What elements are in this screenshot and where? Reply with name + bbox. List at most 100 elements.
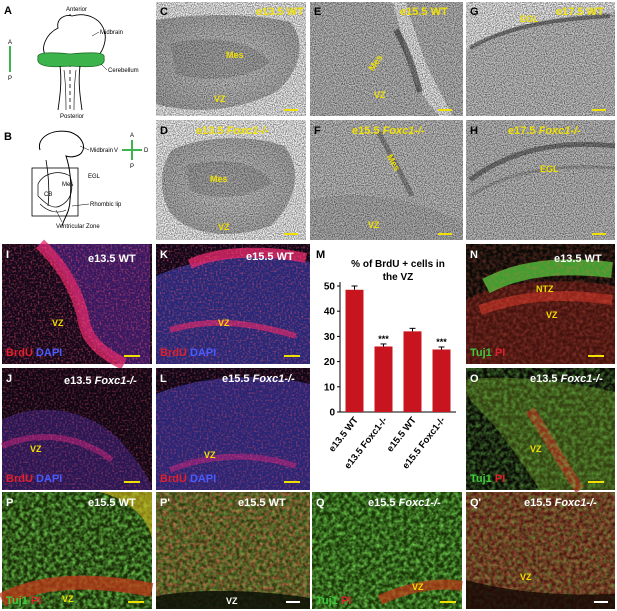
y-tick-label: 50 bbox=[324, 282, 336, 293]
panel-letter-p: P bbox=[6, 497, 13, 509]
axis-p-label-a: P bbox=[8, 76, 12, 82]
schematic-b: B Midbrain EGL Mes CB Rhombic lip Ventri… bbox=[4, 130, 149, 230]
label-cb: CB bbox=[44, 192, 52, 198]
axis-d-label-b: D bbox=[144, 148, 149, 154]
panel-o-stage: e13.5 bbox=[530, 373, 558, 385]
panel-d-tag-mes: Mes bbox=[210, 174, 228, 184]
panel-k-stain-dapi: DAPI bbox=[190, 347, 216, 359]
panel-q-prime bbox=[466, 492, 615, 609]
panel-q-prime-stage: e15.5 bbox=[524, 497, 552, 509]
panel-q bbox=[312, 492, 463, 609]
panel-h-tag-egl: EGL bbox=[540, 164, 559, 174]
panel-l-stain: BrdU DAPI bbox=[160, 473, 216, 485]
panel-p-prime-tag-vz: VZ bbox=[226, 596, 238, 606]
chart-title-line-2: the VZ bbox=[383, 272, 414, 283]
fluorescence-brdu-panels bbox=[0, 239, 310, 490]
panel-l-stage: e15.5 bbox=[222, 373, 250, 385]
panel-o-stain-tuj1: Tuj1 bbox=[470, 473, 492, 485]
panel-l-genotype: Foxc1-/- bbox=[253, 373, 296, 385]
axis-a-label-b: A bbox=[130, 133, 134, 139]
panel-c-tag-mes: Mes bbox=[226, 50, 244, 60]
panel-c bbox=[156, 2, 306, 116]
panel-o-genotype: Foxc1-/- bbox=[561, 373, 604, 385]
panel-k-stain-brdu: BrdU bbox=[160, 347, 187, 359]
panel-i-stain-brdu: BrdU bbox=[6, 347, 33, 359]
panel-q-genotype: Foxc1-/- bbox=[399, 497, 442, 509]
panel-i-title: e13.5 WT bbox=[88, 253, 136, 265]
cerebellum-inset-box bbox=[31, 167, 79, 217]
panel-p bbox=[0, 492, 154, 609]
midbrain-outline bbox=[43, 14, 106, 57]
panel-letter-i: I bbox=[6, 249, 9, 261]
panel-o-tag-vz: VZ bbox=[530, 444, 542, 454]
panel-g-title: e17.5 WT bbox=[556, 6, 604, 18]
panel-h bbox=[466, 120, 616, 240]
panel-n-tag-ntz: NTZ bbox=[536, 284, 554, 294]
bar bbox=[403, 331, 422, 412]
panel-p-prime bbox=[156, 492, 310, 609]
panel-g-tag-egl: EGL bbox=[520, 14, 539, 24]
panel-j-title: e13.5 Foxc1-/- bbox=[64, 375, 137, 387]
y-tick-label: 10 bbox=[324, 382, 336, 393]
panel-k bbox=[156, 244, 310, 364]
panel-o-stain: Tuj1 PI bbox=[470, 473, 505, 485]
panel-p-stain: Tuj1 PI bbox=[6, 595, 41, 607]
panel-n-stain: Tuj1 PI bbox=[470, 347, 505, 359]
axis-a-label-a: A bbox=[8, 40, 12, 46]
panel-j-stain-dapi: DAPI bbox=[36, 473, 62, 485]
panel-q-stain-tuj1: Tuj1 bbox=[316, 595, 338, 607]
panel-j-stage: e13.5 bbox=[64, 375, 92, 387]
panel-q-stain-pi: PI bbox=[341, 595, 351, 607]
panel-f-stage: e15.5 bbox=[352, 125, 380, 137]
bar bbox=[432, 349, 451, 412]
label-anterior: Anterior bbox=[66, 7, 87, 13]
panel-n-stain-pi: PI bbox=[495, 347, 505, 359]
panel-d-title: e13.5 Foxc1-/- bbox=[196, 125, 269, 137]
panel-letter-p-prime: P' bbox=[160, 497, 170, 509]
panel-letter-q: Q bbox=[316, 497, 325, 509]
panel-letter-o: O bbox=[470, 373, 479, 385]
panel-p-title: e15.5 WT bbox=[88, 497, 136, 509]
panel-o-stain-pi: PI bbox=[495, 473, 505, 485]
panel-h-genotype: Foxc1-/- bbox=[539, 125, 582, 137]
axis-v-label-b: V bbox=[114, 148, 118, 154]
panel-letter-e: E bbox=[314, 6, 321, 18]
label-egl: EGL bbox=[88, 174, 101, 180]
panel-letter-q-prime: Q' bbox=[470, 497, 482, 509]
panel-f-tag-vz: VZ bbox=[368, 220, 380, 230]
panel-o bbox=[466, 368, 615, 493]
fluorescence-tuj1-panels-no bbox=[466, 244, 615, 493]
panel-h-title: e17.5 Foxc1-/- bbox=[508, 125, 581, 137]
panel-p-stain-tuj1: Tuj1 bbox=[6, 595, 28, 607]
significance-marker: *** bbox=[378, 334, 389, 344]
panel-e-tag-vz: VZ bbox=[374, 90, 386, 100]
panel-i-stain: BrdU DAPI bbox=[6, 347, 62, 359]
panel-j-stain-brdu: BrdU bbox=[6, 473, 33, 485]
panel-j-tag-vz: VZ bbox=[30, 444, 42, 454]
bar bbox=[374, 346, 393, 412]
chart-m: M % of BrdU + cells in the VZ 0 10 20 30 40 5… bbox=[312, 244, 462, 490]
axis-p-label-b: P bbox=[130, 164, 134, 170]
panel-letter-l: L bbox=[160, 373, 167, 385]
panel-i-tag-vz: VZ bbox=[52, 318, 64, 328]
panel-letter-n: N bbox=[470, 249, 478, 261]
schematic-a: A Anterior Midbrain Cerebellum Posterior… bbox=[4, 5, 139, 120]
chart-bars: *** *** bbox=[345, 285, 451, 412]
panel-k-title: e15.5 WT bbox=[246, 251, 294, 263]
panel-letter-d: D bbox=[160, 125, 168, 137]
neural-tube-outline bbox=[38, 130, 84, 227]
label-rhombic-lip: Rhombic lip bbox=[90, 202, 122, 208]
panel-e bbox=[310, 2, 463, 116]
label-mes: Mes bbox=[62, 182, 73, 188]
panel-d bbox=[156, 120, 306, 240]
panel-letter-b: B bbox=[4, 131, 12, 143]
panel-l-tag-vz: VZ bbox=[204, 450, 216, 460]
panel-letter-k: K bbox=[160, 249, 168, 261]
cerebellum-shape bbox=[37, 52, 105, 68]
panel-n-title: e13.5 WT bbox=[554, 253, 602, 265]
panel-letter-g: G bbox=[470, 6, 479, 18]
label-posterior: Posterior bbox=[60, 114, 84, 120]
panel-l-title: e15.5 Foxc1-/- bbox=[222, 373, 295, 385]
panel-d-tag-vz: VZ bbox=[218, 222, 230, 232]
